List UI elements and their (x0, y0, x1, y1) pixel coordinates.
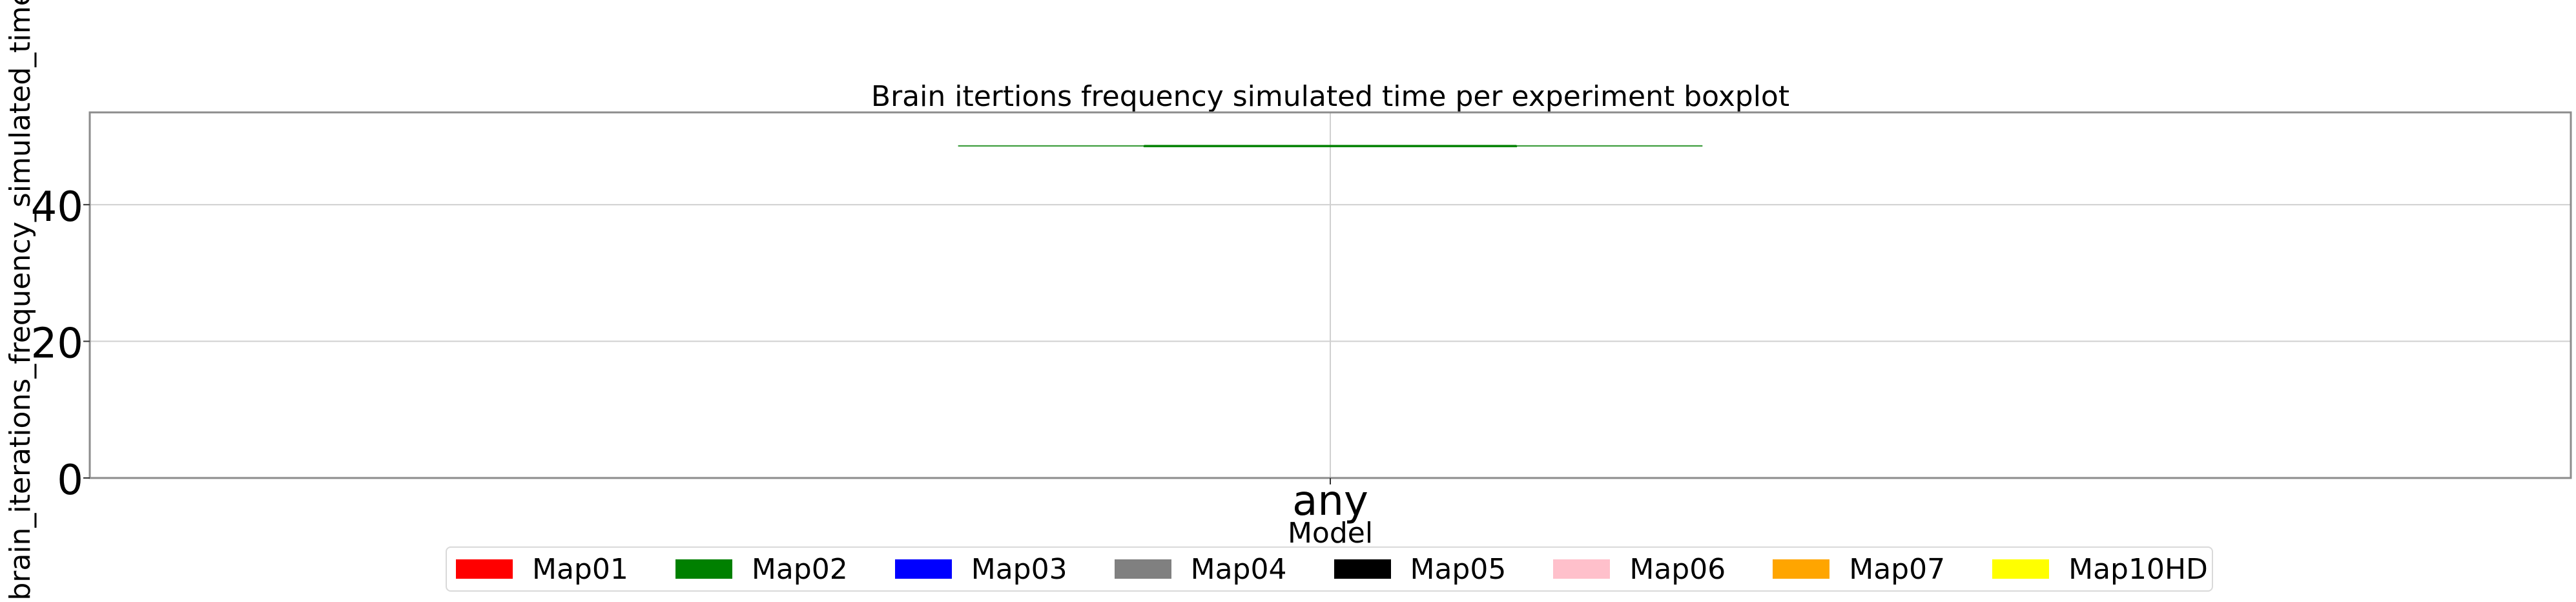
chart-title: Brain itertions frequency simulated time… (871, 80, 1789, 113)
legend-label: Map07 (1849, 552, 1946, 586)
x-axis-label: Model (1288, 517, 1373, 550)
legend-label: Map06 (1629, 552, 1726, 586)
legend-item: Map02 (675, 553, 895, 586)
legend-item: Map06 (1553, 553, 1773, 586)
legend-swatch (894, 559, 952, 579)
legend-swatch (1773, 559, 1830, 579)
legend-item: Map03 (894, 552, 1115, 586)
x-axis-ticks: any (1292, 477, 1368, 525)
legend-label: Map02 (751, 552, 848, 586)
y-tick-label: 20 (31, 320, 83, 368)
y-tick-label: 0 (57, 457, 83, 504)
legend-item: Map01 (456, 553, 675, 586)
legend-item: Map10HD (1992, 553, 2212, 586)
legend-item: Map07 (1773, 553, 1992, 586)
legend-swatch (1553, 559, 1611, 579)
legend-swatch (456, 559, 513, 579)
y-axis-ticks: 0 20 40 (31, 183, 90, 504)
legend-swatch (1114, 559, 1171, 579)
gridlines (90, 112, 2571, 479)
legend-label: Map10HD (2068, 552, 2208, 586)
legend-label: Map03 (971, 552, 1067, 586)
legend-label: Map01 (532, 552, 628, 586)
x-tick-label: any (1292, 477, 1368, 525)
legend-swatch (1992, 559, 2050, 579)
legend-item: Map04 (1114, 552, 1334, 586)
legend-item: Map05 (1334, 553, 1554, 586)
y-axis-label: brain_iterations_frequency_simulated_tim… (4, 0, 37, 601)
legend-label: Map04 (1190, 552, 1287, 586)
y-tick-label: 40 (31, 183, 83, 231)
legend-label: Map05 (1410, 552, 1507, 586)
legend-swatch (675, 559, 732, 579)
legend-swatch (1334, 559, 1391, 579)
box-marks (958, 145, 1703, 147)
chart-legend: Map01 Map02 Map03 Map04 Map05 Map06 Map07 Map10… (446, 546, 2213, 592)
